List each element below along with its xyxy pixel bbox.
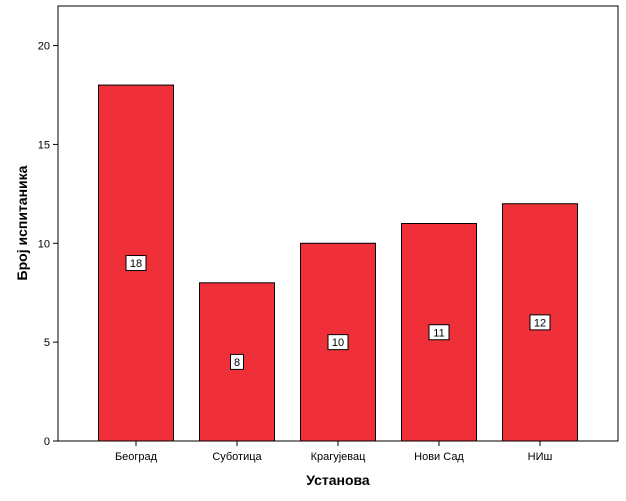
data-label: 12 [534, 317, 546, 329]
y-tick-label: 0 [44, 436, 50, 448]
y-tick-label: 10 [38, 238, 50, 250]
x-tick-label: НИш [528, 451, 553, 463]
x-tick-label: Суботица [212, 451, 262, 463]
data-label-box [125, 255, 147, 272]
data-label: 8 [234, 357, 240, 369]
data-label: 10 [332, 337, 344, 349]
x-axis-title: Установа [306, 472, 370, 488]
x-tick-label: Београд [115, 451, 158, 463]
y-tick-label: 5 [44, 337, 50, 349]
x-axis: Београд Суботица Крагујевац Нови Сад НИш [115, 441, 553, 463]
data-label-box [230, 353, 244, 370]
y-axis: 0 5 10 15 20 [38, 41, 58, 448]
data-label-box [327, 334, 349, 351]
data-label-box [529, 314, 551, 331]
y-tick-label: 15 [38, 139, 50, 151]
x-tick-label: Крагујевац [311, 451, 367, 463]
y-tick-label: 20 [38, 41, 50, 53]
bars-group: 18 8 10 11 12 [98, 84, 578, 442]
x-tick-label: Нови Сад [414, 451, 464, 463]
data-label: 18 [130, 258, 142, 270]
y-axis-title: Број испитаника [14, 165, 30, 280]
data-label-box [428, 324, 450, 341]
data-label: 11 [433, 327, 444, 339]
